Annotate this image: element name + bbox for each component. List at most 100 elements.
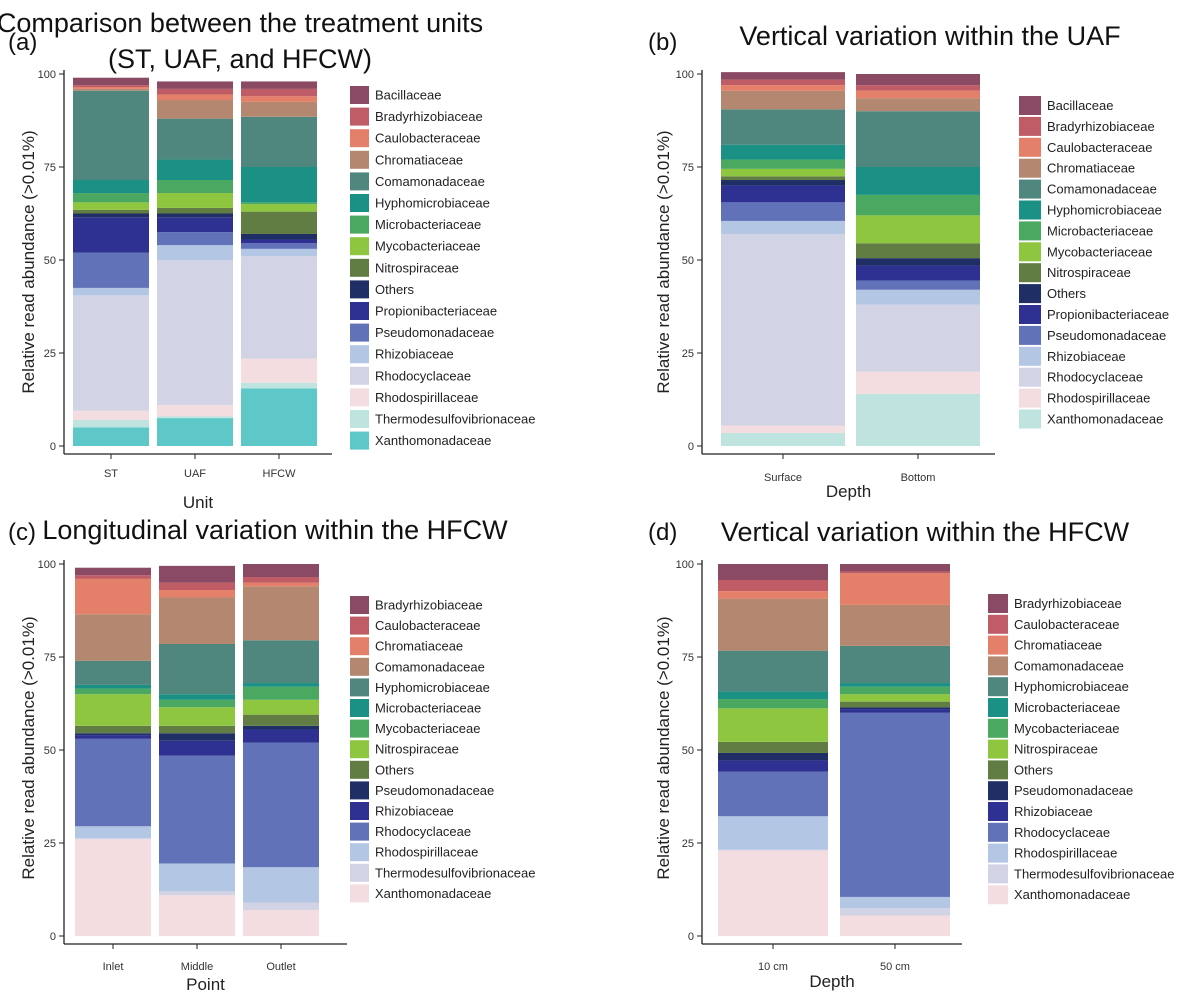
bar-segment-mycobacteriaceae bbox=[73, 202, 149, 210]
bar-segment-caulobacteraceae bbox=[157, 94, 233, 101]
bar-segment-caulobacteraceae bbox=[840, 571, 950, 574]
bar-segment-rhizobiaceae bbox=[721, 220, 845, 234]
x-tick-label: Outlet bbox=[266, 961, 295, 973]
legend: Bradyrhizobiaceae Caulobacteraceae Chromat… bbox=[988, 594, 1174, 905]
bar-segment-nitrospiraceae bbox=[856, 243, 980, 259]
bar-segment-bacillaceae bbox=[721, 72, 845, 80]
y-tick-label: 0 bbox=[50, 931, 56, 943]
bar-segment-rhodospirillaceae bbox=[241, 358, 317, 383]
legend-label: Hyphomicrobiaceae bbox=[1047, 203, 1162, 218]
bar-segment-comamonadaceae bbox=[243, 586, 319, 641]
legend-label: Pseudomonadaceae bbox=[1047, 328, 1166, 343]
bar-segment-others bbox=[721, 180, 845, 186]
bar-segment-mycobacteriaceae bbox=[241, 204, 317, 212]
legend-label: Xanthomonadaceae bbox=[375, 886, 491, 901]
legend-swatch bbox=[988, 656, 1008, 676]
bar-segment-xanthomonadaceae bbox=[75, 839, 151, 936]
legend-swatch bbox=[350, 107, 369, 126]
y-tick-label: 100 bbox=[38, 69, 56, 81]
legend-label: Pseudomonadaceae bbox=[375, 783, 494, 798]
bar-segment-others bbox=[75, 725, 151, 734]
bar-segment-bradyrhizobiaceae bbox=[75, 567, 151, 576]
y-tick-label: 100 bbox=[38, 559, 56, 571]
legend-label: Hyphomicrobiaceae bbox=[1014, 679, 1129, 694]
y-tick-label: 25 bbox=[682, 838, 694, 850]
bar-segment-microbacteriaceae bbox=[856, 194, 980, 216]
y-tick-label: 0 bbox=[688, 931, 694, 943]
legend-label: Rhizobiaceae bbox=[1047, 349, 1126, 364]
bar-segment-microbacteriaceae bbox=[159, 694, 235, 700]
bar-segment-bradyrhizobiaceae bbox=[159, 565, 235, 583]
bar-segment-rhodospirillaceae bbox=[159, 863, 235, 892]
legend-label: Propionibacteriaceae bbox=[375, 304, 497, 319]
bar-segment-caulobacteraceae bbox=[159, 582, 235, 591]
bar-segment-rhizobiaceae bbox=[243, 729, 319, 743]
legend-swatch bbox=[988, 718, 1008, 738]
legend-swatch bbox=[1019, 305, 1041, 324]
bar-segment-thermodesulfovibrionaceae bbox=[157, 416, 233, 419]
x-axis-label: Unit bbox=[183, 493, 214, 512]
chart-title-line: Vertical variation within the UAF bbox=[739, 21, 1120, 51]
panel-tag: (b) bbox=[648, 29, 677, 56]
bar-segment-thermodesulfovibrionaceae bbox=[718, 849, 828, 851]
legend-label: Bradyrhizobiaceae bbox=[1014, 596, 1122, 611]
legend-swatch bbox=[350, 410, 369, 428]
panel-tag: (c) bbox=[8, 519, 36, 546]
bar-segment-rhodocyclaceae bbox=[157, 260, 233, 406]
legend-label: Caulobacteraceae bbox=[1047, 140, 1153, 155]
legend-swatch bbox=[350, 657, 369, 676]
bar-segment-xanthomonadaceae bbox=[840, 915, 950, 936]
legend-swatch bbox=[350, 194, 369, 212]
bar-segment-comamonadaceae bbox=[157, 118, 233, 160]
legend-label: Chromatiaceae bbox=[375, 152, 463, 167]
legend-swatch bbox=[1019, 221, 1041, 241]
bar-segment-mycobacteriaceae bbox=[840, 686, 950, 695]
bar-segment-bradyrhizobiaceae bbox=[718, 564, 828, 580]
bar-segment-pseudomonadaceae bbox=[73, 252, 149, 288]
bar-segment-chromatiaceae bbox=[718, 591, 828, 599]
bar-segment-rhodospirillaceae bbox=[718, 816, 828, 850]
bar-segment-pseudomonadaceae bbox=[856, 280, 980, 290]
bar-segment-caulobacteraceae bbox=[721, 85, 845, 91]
bar-segment-rhodocyclaceae bbox=[721, 233, 845, 426]
legend-label: Mycobacteriaceae bbox=[1014, 721, 1120, 736]
bar-segment-caulobacteraceae bbox=[75, 575, 151, 579]
bar-segment-thermodesulfovibrionaceae bbox=[159, 891, 235, 896]
legend-swatch bbox=[1019, 325, 1041, 345]
bar-segment-others bbox=[157, 213, 233, 218]
y-tick-label: 50 bbox=[682, 745, 694, 757]
bar-segment-others bbox=[159, 725, 235, 734]
bar-segment-bradyrhizobiaceae bbox=[73, 85, 149, 88]
x-tick-label: Surface bbox=[764, 472, 802, 484]
bar-segment-mycobacteriaceae bbox=[157, 193, 233, 208]
bar-segment-thermodesulfovibrionaceae bbox=[840, 908, 950, 916]
y-tick-label: 75 bbox=[682, 162, 694, 174]
bar-segment-others bbox=[241, 233, 317, 240]
bar-segment-microbacteriaceae bbox=[73, 193, 149, 203]
bar-segment-bradyrhizobiaceae bbox=[157, 88, 233, 95]
legend-swatch bbox=[350, 323, 369, 342]
bar-segment-rhodocyclaceae bbox=[718, 771, 828, 817]
legend-swatch bbox=[988, 739, 1008, 759]
x-axis-label: Depth bbox=[809, 972, 854, 991]
bar-segment-chromatiaceae bbox=[241, 101, 317, 117]
bar-segment-rhodospirillaceae bbox=[840, 896, 950, 909]
bar-segment-comamonadaceae bbox=[159, 597, 235, 644]
x-tick-label: Middle bbox=[181, 961, 213, 973]
bar-segment-hyphomicrobiaceae bbox=[243, 640, 319, 684]
legend-label: Mycobacteriaceae bbox=[375, 239, 481, 254]
bar-segment-comamonadaceae bbox=[856, 111, 980, 167]
legend-swatch bbox=[350, 884, 369, 903]
legend-swatch bbox=[350, 237, 369, 256]
legend-swatch bbox=[350, 129, 369, 148]
legend-label: Rhizobiaceae bbox=[375, 804, 454, 819]
legend: Bacillaceae Bradyrhizobiaceae Caulobactera… bbox=[350, 86, 535, 450]
bar-segment-rhodospirillaceae bbox=[721, 425, 845, 433]
bar-segment-hyphomicrobiaceae bbox=[856, 167, 980, 195]
bar-segment-chromatiaceae bbox=[157, 100, 233, 119]
y-tick-label: 100 bbox=[676, 69, 694, 81]
y-tick-label: 75 bbox=[44, 652, 56, 664]
legend-swatch bbox=[1019, 284, 1041, 304]
legend-swatch bbox=[350, 637, 369, 656]
bar-segment-others bbox=[840, 701, 950, 708]
